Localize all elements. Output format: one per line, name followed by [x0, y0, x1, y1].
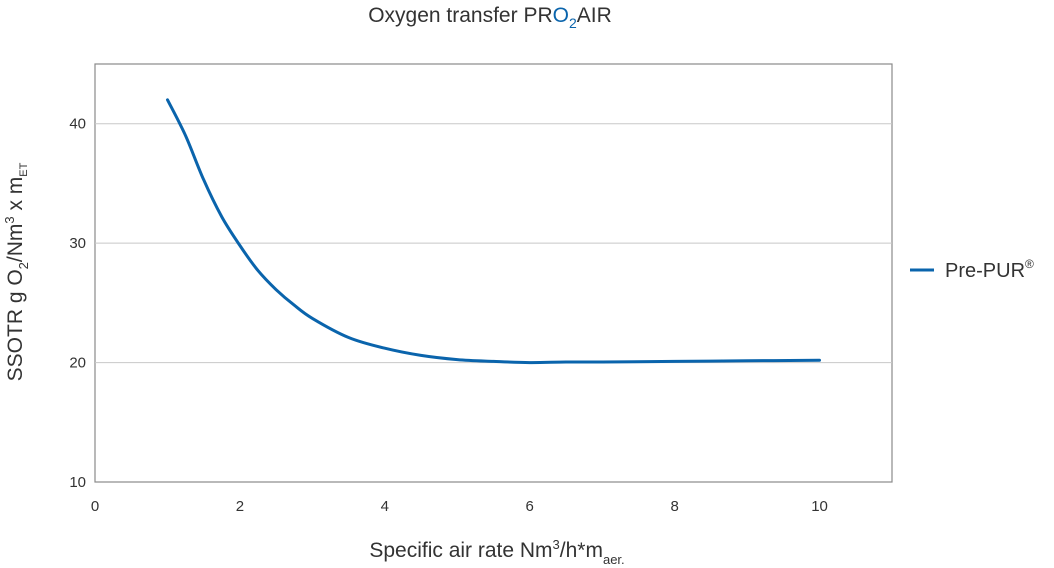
x-axis-label: Specific air rate Nm3/h*maer. [369, 537, 624, 567]
chart-title: Oxygen transfer PRO2AIR [368, 4, 612, 31]
y-tick-label-2: 30 [69, 235, 86, 252]
x-tick-label-3: 6 [526, 498, 534, 515]
series-line-0 [166, 98, 821, 365]
y-axis-label-sub1: 2 [16, 262, 31, 269]
x-tick-label-5: 10 [811, 498, 828, 515]
chart-title-brand-pr: PR [523, 4, 552, 27]
series-lines [166, 98, 821, 365]
chart-title-brand-o: O [553, 4, 569, 27]
legend-label-sup: ® [1025, 257, 1034, 271]
grid-lines [95, 123, 892, 364]
legend-label: Pre-PUR® [945, 257, 1034, 282]
plot-frame [94, 63, 893, 483]
y-axis-label-sup1: 3 [2, 216, 17, 223]
x-axis-label-sub: aer. [603, 552, 625, 567]
chart-title-prefix: Oxygen transfer [368, 4, 523, 27]
y-tick-label-3: 40 [69, 116, 86, 133]
chart-title-brand-sub: 2 [569, 15, 577, 31]
x-tick-label-4: 8 [670, 498, 678, 515]
x-axis-label-sup: 3 [553, 537, 560, 552]
chart-title-brand-air: AIR [577, 4, 612, 27]
x-tick-label-2: 4 [381, 498, 389, 515]
legend-label-name: Pre-PUR [945, 260, 1025, 282]
y-tick-labels: 10 20 30 40 [69, 116, 86, 491]
legend: Pre-PUR® [910, 257, 1034, 282]
x-tick-label-1: 2 [236, 498, 244, 515]
y-axis-label-p1: SSOTR g O [4, 269, 27, 381]
y-axis-label-p3: x m [4, 177, 27, 217]
x-tick-label-0: 0 [91, 498, 99, 515]
y-axis-label-p2: /Nm [4, 224, 27, 263]
y-axis-label-sub2: ET [18, 162, 30, 176]
y-axis-label: SSOTR g O2/Nm3 x mET [2, 162, 31, 381]
y-tick-label-1: 20 [69, 355, 86, 372]
x-axis-label-main: Specific air rate Nm [369, 539, 552, 562]
x-tick-labels: 0 2 4 6 8 10 [91, 498, 828, 515]
x-axis-label-mid: /h*m [560, 539, 603, 562]
y-tick-label-0: 10 [69, 474, 86, 491]
